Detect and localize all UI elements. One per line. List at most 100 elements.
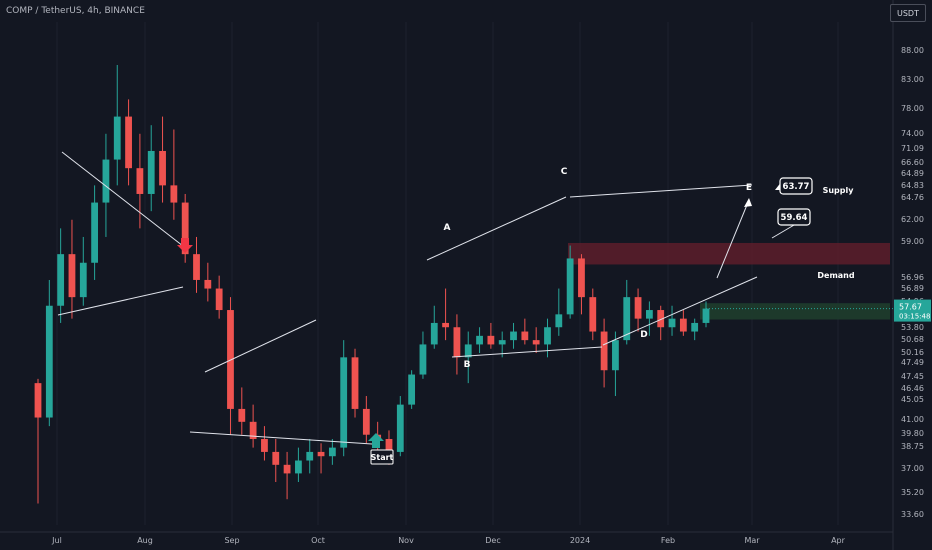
candle-body xyxy=(340,357,348,448)
demand-zone xyxy=(700,303,890,320)
candle-body xyxy=(283,464,291,474)
demand-label: Demand xyxy=(817,271,854,280)
candle-body xyxy=(430,322,438,345)
candle-body xyxy=(657,310,665,328)
current-price-box xyxy=(894,299,931,322)
candle-body xyxy=(215,288,223,311)
time-tick-label: Jul xyxy=(51,536,62,545)
target-box-0 xyxy=(779,177,813,195)
price-axis[interactable]: 88.00 83.00 78.00 74.00 71.09 66.60 64.89 64.83… xyxy=(901,46,924,519)
time-axis[interactable]: Jul Aug Sep Oct Nov Dec 2024 Feb Mar Apr xyxy=(51,536,845,545)
price-tick-label: 47.49 xyxy=(901,358,924,367)
price-tick-label: 35.20 xyxy=(901,488,924,497)
wave-point-c: C xyxy=(561,167,568,177)
candle-body xyxy=(170,185,178,203)
time-tick-label: Mar xyxy=(744,536,760,545)
wave-point-b: B xyxy=(464,360,471,370)
price-tick-label: 88.00 xyxy=(901,46,924,55)
price-tick-label: 50.68 xyxy=(901,335,924,344)
time-tick-label: Aug xyxy=(137,536,153,545)
time-tick-label: Apr xyxy=(831,536,846,545)
price-tick-label: 37.00 xyxy=(901,464,924,473)
chart-grid xyxy=(56,22,839,525)
price-tick-label: 33.60 xyxy=(901,510,924,519)
candle-body xyxy=(691,322,699,332)
candle-body xyxy=(57,254,65,306)
candle-body xyxy=(147,150,155,194)
candle-body xyxy=(408,374,416,405)
price-tick-label: 56.96 xyxy=(901,273,924,282)
price-tick-label: 74.00 xyxy=(901,129,924,138)
candle-body xyxy=(702,308,710,323)
symbol-title: COMP / TetherUS, 4h, BINANCE xyxy=(6,6,145,16)
wave-point-d: D xyxy=(640,330,647,340)
candle-body xyxy=(68,254,76,298)
trend-line-5 xyxy=(451,346,603,358)
candle-body xyxy=(487,335,495,345)
candle-body xyxy=(453,327,461,358)
price-tick-label: 78.00 xyxy=(901,104,924,113)
candle-body xyxy=(612,340,619,371)
price-tick-label: 56.89 xyxy=(901,284,924,293)
candle-body xyxy=(362,408,370,435)
candle-body xyxy=(125,116,132,169)
candle-body xyxy=(442,322,449,328)
price-tick-label: 46.46 xyxy=(901,384,924,393)
price-tick-label: 38.75 xyxy=(901,442,924,451)
candle-body xyxy=(113,116,121,160)
price-tick-label: 64.76 xyxy=(901,193,924,202)
candle-body xyxy=(634,297,642,319)
price-tick-label: 45.05 xyxy=(901,395,924,404)
currency-button[interactable]: USDT xyxy=(890,4,926,22)
supply-label: Supply xyxy=(823,186,855,195)
candle-body xyxy=(193,254,200,280)
price-tick-label: 59.00 xyxy=(901,237,924,246)
target-value-1: 59.64 xyxy=(781,213,808,223)
sell-signal-arrow xyxy=(177,238,193,253)
price-tick-label: 53.80 xyxy=(901,323,924,332)
candle-body xyxy=(679,318,687,332)
trend-line-1 xyxy=(57,286,184,316)
candle-body xyxy=(623,297,631,341)
candle-body xyxy=(306,451,314,461)
candle-body xyxy=(204,279,212,289)
start-label: Start xyxy=(371,453,394,462)
candle-body xyxy=(79,262,87,298)
trend-line-8 xyxy=(716,199,750,279)
candle-body xyxy=(34,383,42,418)
candle-body xyxy=(645,310,653,319)
trend-line-2 xyxy=(189,431,373,445)
candle-body xyxy=(317,451,325,457)
candle-body xyxy=(159,150,166,186)
time-tick-label: Dec xyxy=(485,536,500,545)
time-tick-label: Oct xyxy=(311,536,325,545)
candle-body xyxy=(385,439,393,452)
trend-line-7 xyxy=(602,276,758,346)
trend-line-0 xyxy=(61,151,184,247)
price-tick-label: 83.00 xyxy=(901,75,924,84)
trend-line-3 xyxy=(204,319,317,373)
time-tick-label: Sep xyxy=(224,536,239,545)
candle-body xyxy=(578,258,585,298)
candle-body xyxy=(419,344,427,375)
candle-body xyxy=(261,439,268,452)
candle-body xyxy=(668,318,676,328)
candle-body xyxy=(521,331,529,341)
candle-body xyxy=(91,202,99,263)
pattern-drawings xyxy=(57,151,807,448)
time-tick-label: 2024 xyxy=(570,536,590,545)
chart-annotations: A B C D E Start Supply Demand 63.77 59.64 xyxy=(370,167,855,465)
candle-body xyxy=(295,460,302,474)
candle-body xyxy=(498,340,506,345)
candle-body xyxy=(589,297,597,332)
candle-body xyxy=(227,310,234,409)
candle-body xyxy=(544,327,551,345)
wave-point-a: A xyxy=(444,223,451,233)
candle-body xyxy=(328,447,336,457)
trend-line-6 xyxy=(569,184,753,198)
wave-point-e: E xyxy=(746,183,752,193)
target-value-0: 63.77 xyxy=(783,182,810,192)
candle-body xyxy=(600,331,608,371)
price-tick-label: 62.00 xyxy=(901,215,924,224)
